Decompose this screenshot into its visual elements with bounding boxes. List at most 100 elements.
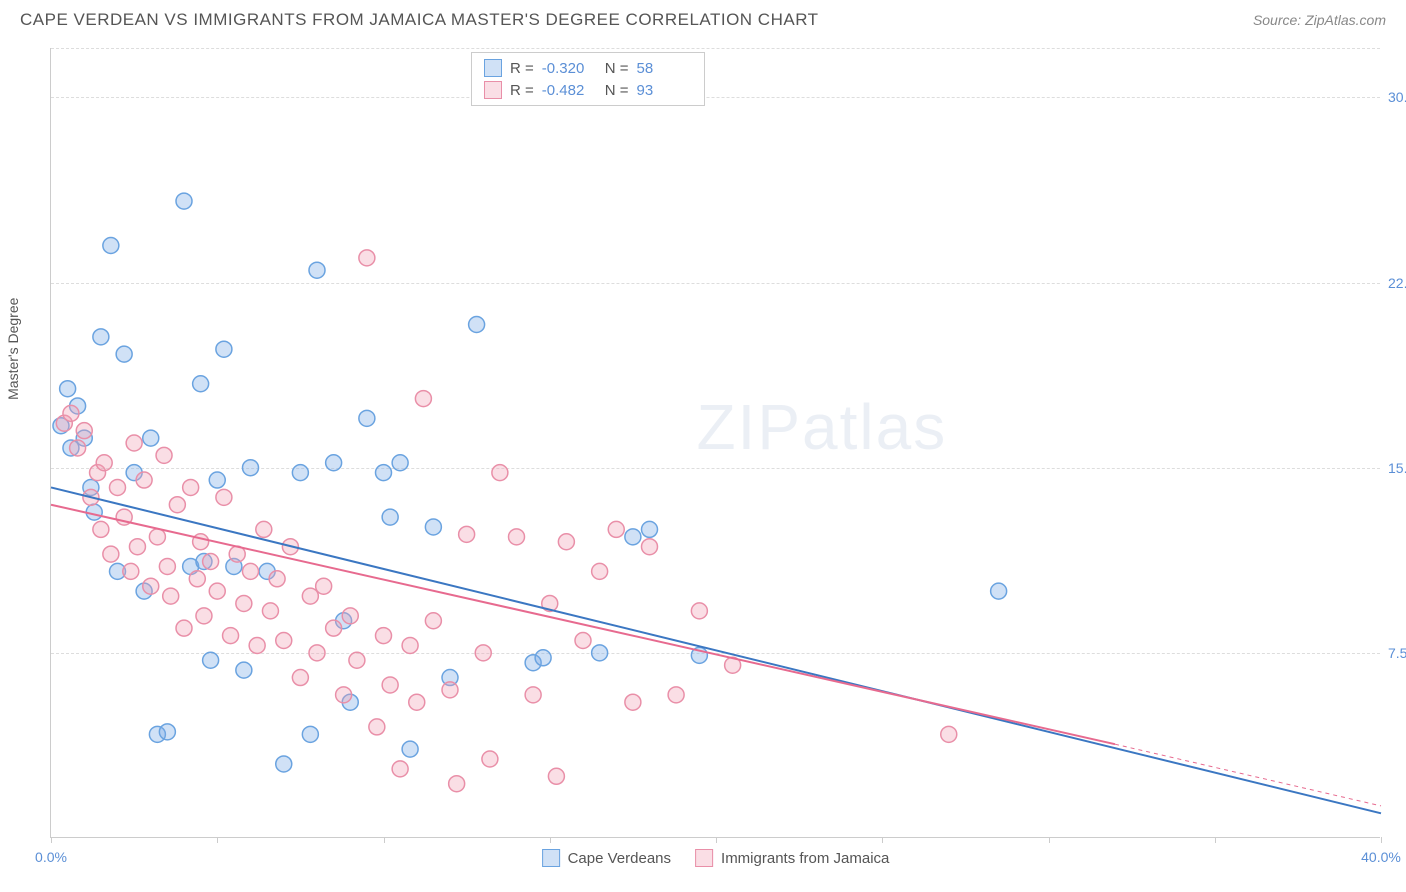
data-point xyxy=(342,608,358,624)
data-point xyxy=(309,262,325,278)
data-point xyxy=(376,465,392,481)
x-tick-label: 0.0% xyxy=(35,849,67,865)
stats-legend-box: R = -0.320 N = 58 R = -0.482 N = 93 xyxy=(471,52,705,106)
data-point xyxy=(63,405,79,421)
data-point xyxy=(592,563,608,579)
data-point xyxy=(93,521,109,537)
data-point xyxy=(236,595,252,611)
data-point xyxy=(642,539,658,555)
data-point xyxy=(223,628,239,644)
y-tick-label: 22.5% xyxy=(1388,275,1406,291)
data-point xyxy=(292,670,308,686)
data-point xyxy=(475,645,491,661)
x-tick xyxy=(1381,837,1382,843)
data-point xyxy=(86,504,102,520)
data-point xyxy=(302,588,318,604)
data-point xyxy=(668,687,684,703)
data-point xyxy=(256,521,272,537)
data-point xyxy=(156,447,172,463)
data-point xyxy=(176,620,192,636)
data-point xyxy=(449,776,465,792)
data-point xyxy=(459,526,475,542)
data-point xyxy=(392,761,408,777)
data-point xyxy=(941,726,957,742)
data-point xyxy=(176,193,192,209)
data-point xyxy=(209,583,225,599)
data-point xyxy=(575,633,591,649)
x-tick xyxy=(716,837,717,843)
data-point xyxy=(425,613,441,629)
data-point xyxy=(492,465,508,481)
data-point xyxy=(249,637,265,653)
data-point xyxy=(103,546,119,562)
data-point xyxy=(292,465,308,481)
data-point xyxy=(123,563,139,579)
swatch-blue xyxy=(542,849,560,867)
data-point xyxy=(149,529,165,545)
data-point xyxy=(183,479,199,495)
x-tick xyxy=(882,837,883,843)
data-point xyxy=(369,719,385,735)
data-point xyxy=(136,472,152,488)
data-point xyxy=(336,687,352,703)
chart-title: CAPE VERDEAN VS IMMIGRANTS FROM JAMAICA … xyxy=(20,10,819,30)
data-point xyxy=(326,455,342,471)
data-point xyxy=(349,652,365,668)
data-point xyxy=(129,539,145,555)
data-point xyxy=(163,588,179,604)
data-point xyxy=(269,571,285,587)
data-point xyxy=(216,489,232,505)
data-point xyxy=(203,652,219,668)
data-point xyxy=(126,435,142,451)
legend-item-series-1: Cape Verdeans xyxy=(542,849,671,867)
bottom-legend: Cape Verdeans Immigrants from Jamaica xyxy=(542,849,890,867)
data-point xyxy=(558,534,574,550)
y-axis-label: Master's Degree xyxy=(5,297,21,399)
data-point xyxy=(96,455,112,471)
x-tick-label: 40.0% xyxy=(1361,849,1401,865)
data-point xyxy=(243,563,259,579)
y-tick-label: 7.5% xyxy=(1388,645,1406,661)
data-point xyxy=(93,329,109,345)
data-point xyxy=(535,650,551,666)
data-point xyxy=(196,608,212,624)
swatch-pink xyxy=(695,849,713,867)
data-point xyxy=(262,603,278,619)
data-point xyxy=(103,238,119,254)
chart-plot-area: Master's Degree 7.5%15.0%22.5%30.0% 0.0%… xyxy=(50,48,1380,838)
data-point xyxy=(316,578,332,594)
data-point xyxy=(625,529,641,545)
data-point xyxy=(608,521,624,537)
x-tick xyxy=(384,837,385,843)
x-tick xyxy=(1049,837,1050,843)
y-tick-label: 30.0% xyxy=(1388,89,1406,105)
data-point xyxy=(442,682,458,698)
source-attribution: Source: ZipAtlas.com xyxy=(1253,12,1386,28)
x-tick xyxy=(51,837,52,843)
data-point xyxy=(276,756,292,772)
data-point xyxy=(302,726,318,742)
data-point xyxy=(509,529,525,545)
data-point xyxy=(189,571,205,587)
data-point xyxy=(402,637,418,653)
data-point xyxy=(203,554,219,570)
data-point xyxy=(415,391,431,407)
data-point xyxy=(376,628,392,644)
data-point xyxy=(70,440,86,456)
stats-row-series-1: R = -0.320 N = 58 xyxy=(484,57,692,79)
data-point xyxy=(116,346,132,362)
stats-row-series-2: R = -0.482 N = 93 xyxy=(484,79,692,101)
data-point xyxy=(642,521,658,537)
data-point xyxy=(216,341,232,357)
data-point xyxy=(625,694,641,710)
x-tick xyxy=(217,837,218,843)
data-point xyxy=(482,751,498,767)
data-point xyxy=(193,376,209,392)
data-point xyxy=(991,583,1007,599)
data-point xyxy=(548,768,564,784)
data-point xyxy=(326,620,342,636)
data-point xyxy=(409,694,425,710)
data-point xyxy=(159,724,175,740)
data-point xyxy=(243,460,259,476)
trend-line-dashed xyxy=(1115,744,1381,806)
